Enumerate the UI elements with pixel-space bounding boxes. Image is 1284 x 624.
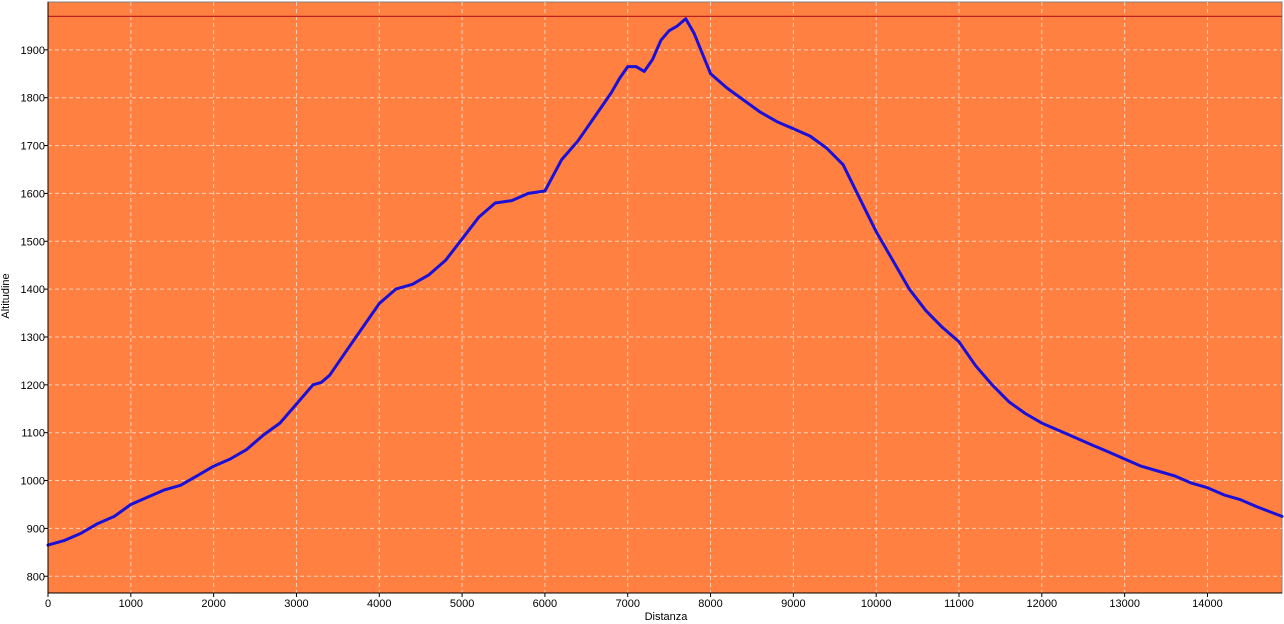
plot-area — [47, 1, 1283, 594]
x-tick-label: 1000 — [119, 598, 143, 610]
y-tick-label: 1600 — [21, 188, 45, 200]
y-tick-label: 1700 — [21, 141, 45, 153]
x-tick-label: 10000 — [861, 598, 892, 610]
x-tick-label: 12000 — [1027, 598, 1058, 610]
altitude-series-line — [46, 17, 1284, 547]
x-tick-label: 11000 — [944, 598, 974, 610]
y-tick-label: 1400 — [21, 284, 45, 296]
y-axis-title: Altitudine — [0, 273, 12, 318]
y-tick-label: 800 — [27, 571, 45, 583]
x-tick-label: 2000 — [201, 598, 225, 610]
grid-lines — [48, 2, 1282, 593]
x-tick-label: 13000 — [1109, 598, 1140, 610]
x-tick-label: 3000 — [284, 598, 308, 610]
y-tick-label: 1200 — [21, 380, 45, 392]
x-tick-label: 7000 — [615, 598, 639, 610]
x-tick-label: 8000 — [698, 598, 722, 610]
y-tick-label: 1300 — [21, 332, 45, 344]
y-tick-label: 1900 — [21, 45, 45, 57]
x-axis-title: Distanza — [645, 611, 689, 623]
x-tick-label: 0 — [45, 598, 51, 610]
y-tick-label: 1800 — [21, 93, 45, 105]
x-tick-label: 9000 — [781, 598, 805, 610]
y-tick-label: 1500 — [21, 236, 45, 248]
y-tick-label: 1000 — [21, 476, 45, 488]
x-tick-label: 6000 — [533, 598, 557, 610]
y-tick-label: 1100 — [21, 428, 45, 440]
x-tick-label: 14000 — [1192, 598, 1223, 610]
x-tick-label: 4000 — [367, 598, 391, 610]
axes: 0 1000 2000 3000 4000 5000 6000 7000 8000 9000 100… — [21, 2, 1282, 610]
y-tick-label: 900 — [27, 523, 45, 535]
x-tick-label: 5000 — [450, 598, 474, 610]
